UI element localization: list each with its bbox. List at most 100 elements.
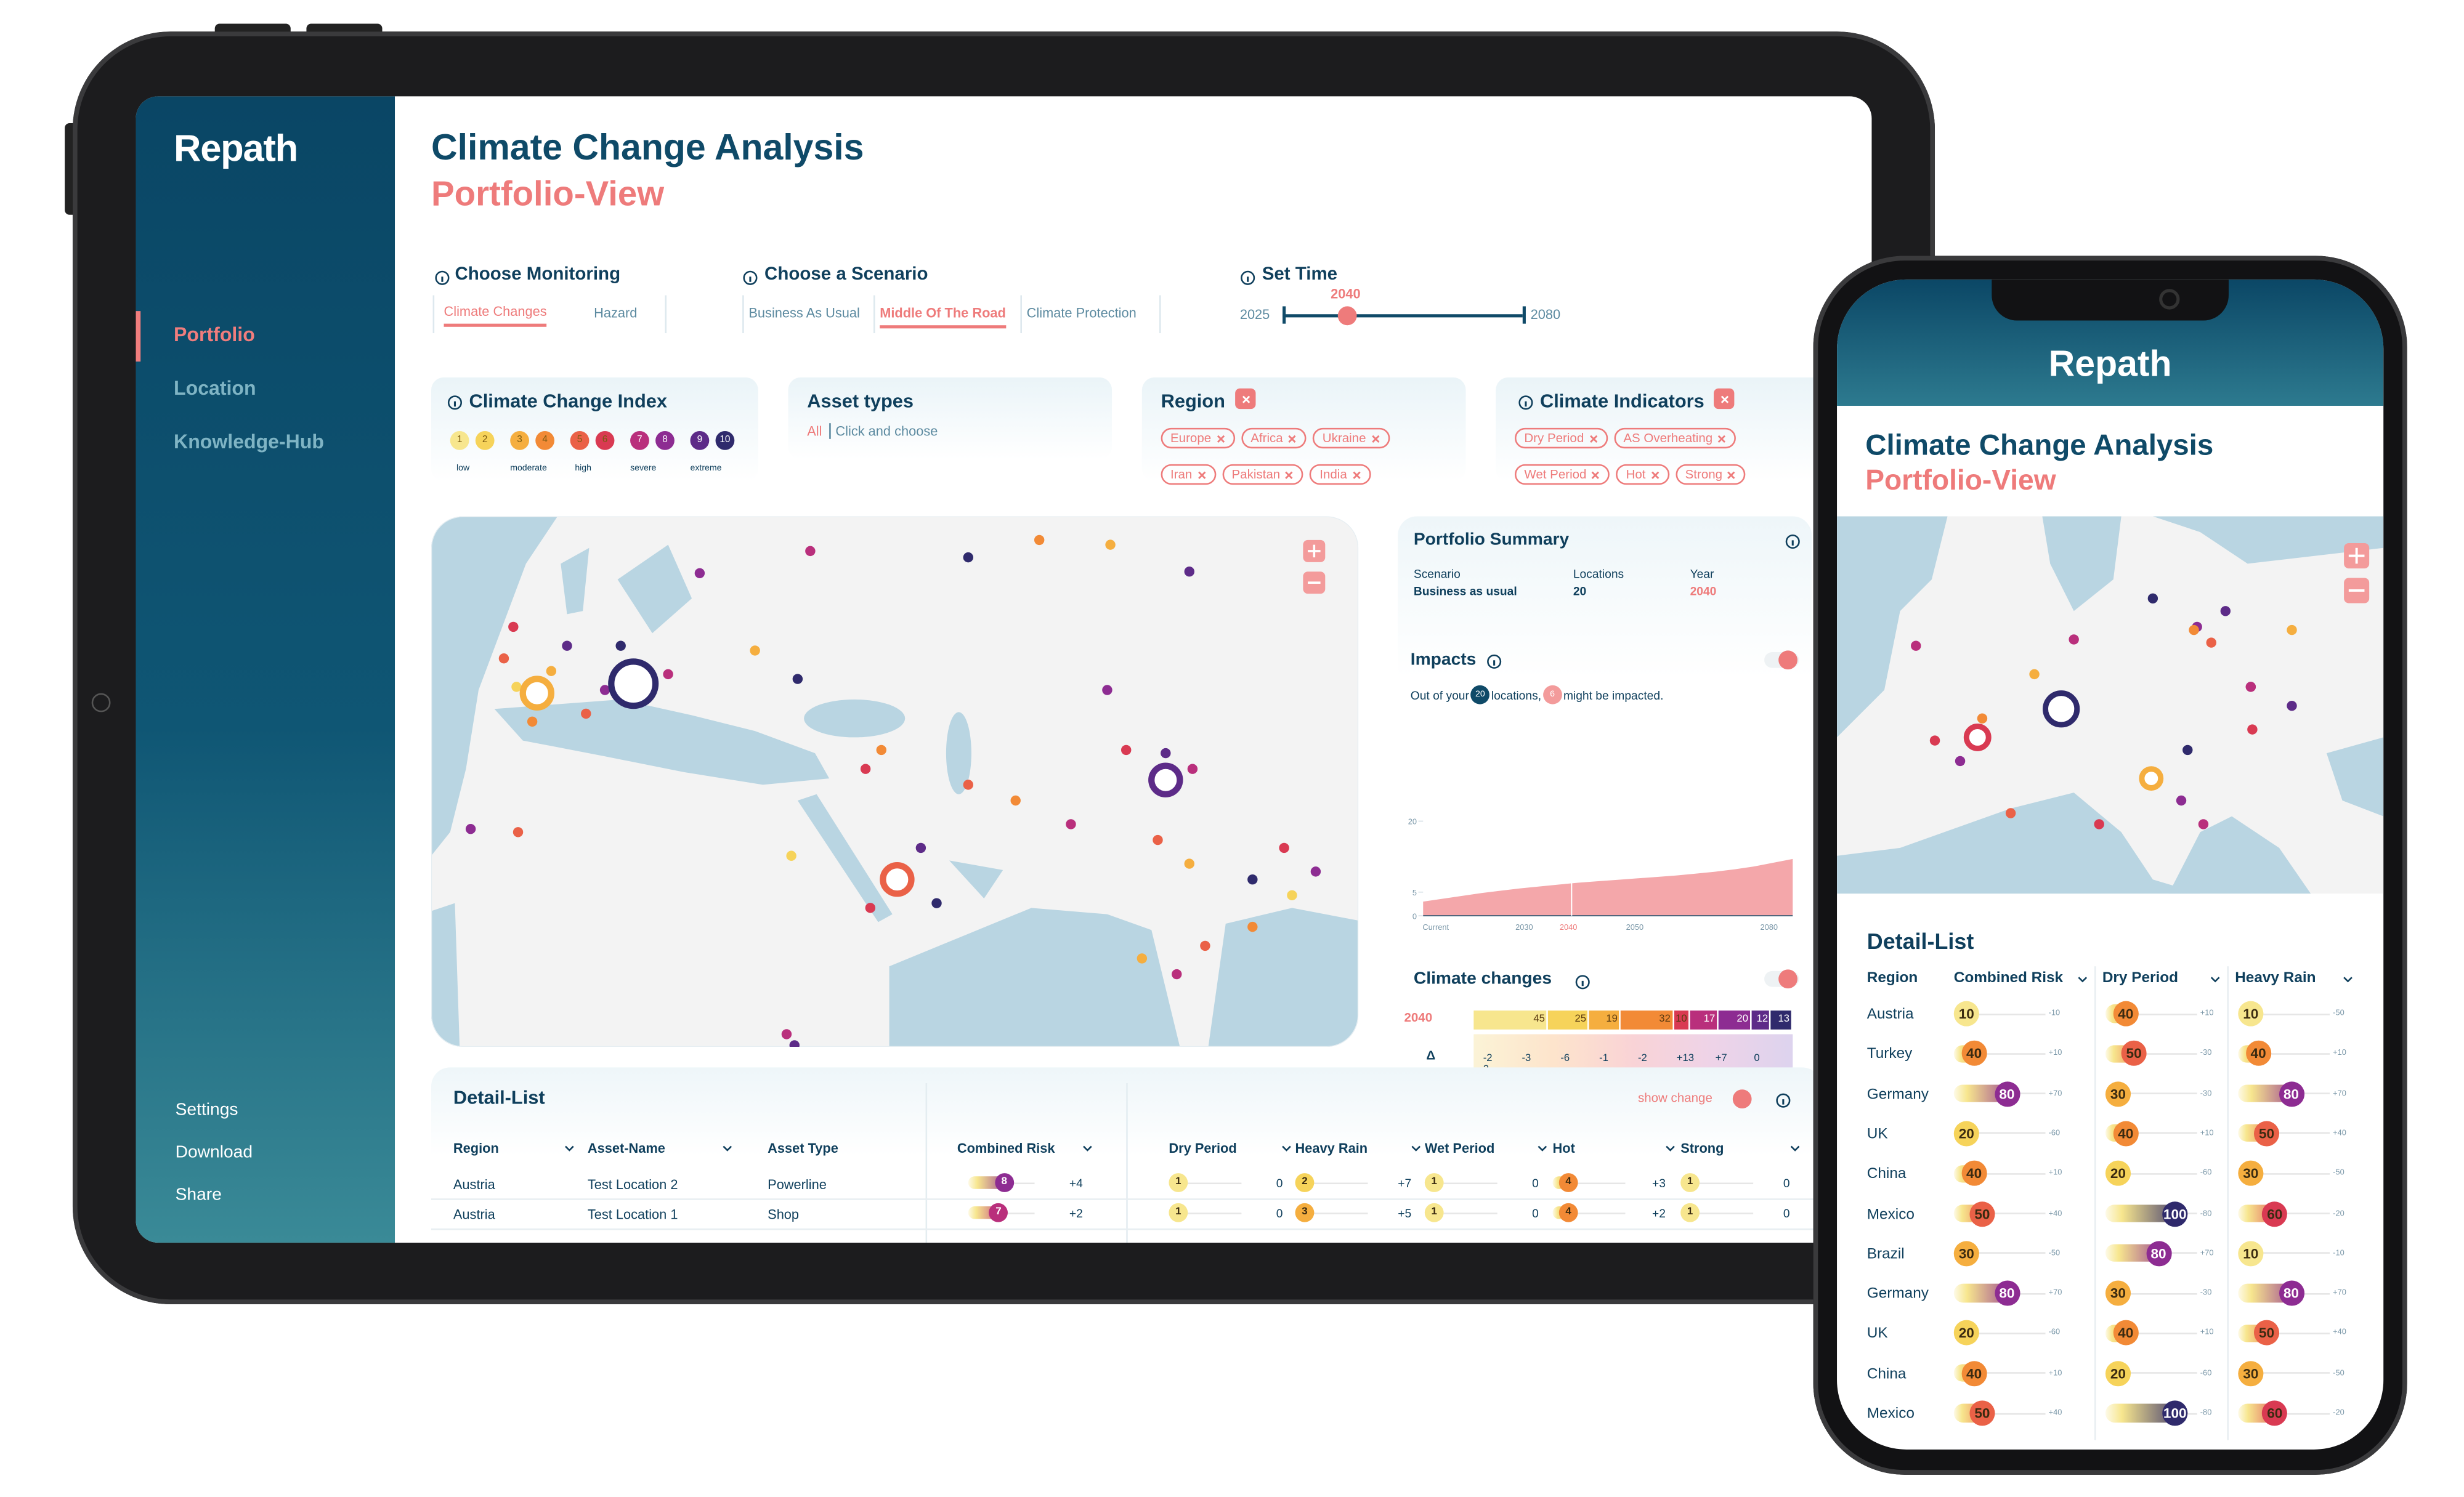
- cell: Shop: [768, 1206, 800, 1222]
- risk-value: 80: [1994, 1280, 2020, 1306]
- info-ring: [1776, 1093, 1791, 1108]
- track: [2019, 1292, 2046, 1294]
- index-level: 6: [595, 430, 615, 450]
- show-change: show change: [1637, 1091, 1712, 1105]
- nav-item[interactable]: Portfolio: [174, 323, 255, 346]
- chevron-path: [1790, 1145, 1800, 1152]
- risk-value: 10: [2238, 1240, 2264, 1266]
- chevron-path: [723, 1145, 732, 1152]
- cell: Austria: [1866, 1006, 1914, 1023]
- chevron-path: [2343, 977, 2353, 983]
- nav-bottom-item[interactable]: Download: [175, 1143, 253, 1163]
- change: 0: [1532, 1176, 1539, 1191]
- map-dot: [876, 744, 886, 756]
- map-dot: [1184, 566, 1194, 577]
- clear-button[interactable]: [1235, 388, 1256, 410]
- filter-tag[interactable]: Hot: [1616, 464, 1669, 485]
- cross: [1720, 395, 1728, 403]
- x-tick-label: 2030: [1515, 922, 1533, 932]
- tag-text: Iran: [1170, 467, 1193, 482]
- track: [1443, 1182, 1497, 1184]
- map-dot: [963, 552, 973, 563]
- change: +7: [1398, 1176, 1412, 1191]
- slider-knob[interactable]: [1338, 306, 1358, 326]
- column-header: Heavy Rain: [2235, 969, 2316, 987]
- change: -50: [2333, 1009, 2344, 1019]
- map-dot: [1287, 890, 1297, 901]
- filter-tag[interactable]: Pakistan: [1222, 464, 1304, 485]
- toggle-knob: [1778, 650, 1797, 670]
- cross: [1728, 471, 1736, 479]
- cell: Mexico: [1866, 1205, 1915, 1223]
- filter-tag[interactable]: Dry Period: [1514, 427, 1608, 449]
- y-tick-label: 5: [1412, 888, 1417, 897]
- map-dot: [465, 823, 476, 834]
- nav-bottom-item[interactable]: Settings: [175, 1100, 238, 1120]
- change: +40: [2333, 1328, 2346, 1338]
- cross: [1286, 471, 1294, 479]
- divider: [1020, 295, 1022, 334]
- filter-tag[interactable]: Africa: [1241, 427, 1307, 449]
- slider-end: [1283, 306, 1285, 324]
- filter-tag[interactable]: Strong: [1676, 464, 1746, 485]
- track: [2279, 1132, 2330, 1135]
- index-level: 5: [570, 430, 590, 450]
- map-dot: [1247, 921, 1258, 932]
- page-subtitle: Portfolio-View: [1865, 464, 2056, 496]
- map-dot: [792, 674, 803, 684]
- water: [2042, 516, 2122, 611]
- filter-tag[interactable]: AS Overheating: [1613, 427, 1737, 449]
- track: [2271, 1052, 2330, 1055]
- map-dot: [511, 682, 522, 692]
- column-header: Heavy Rain: [1295, 1140, 1368, 1156]
- filter-tag[interactable]: Ukraine: [1313, 427, 1390, 449]
- cross: [1217, 435, 1225, 443]
- brand: Repath: [2048, 342, 2172, 384]
- track: [1314, 1211, 1368, 1214]
- chevron: [565, 1145, 574, 1152]
- remove-icon: [1728, 471, 1736, 479]
- cross: [1353, 471, 1361, 479]
- impacts-text: Out of your 20 locations, 6 might be impacte…: [1411, 685, 1663, 704]
- zoom-glyph: [2348, 547, 2365, 564]
- map-dot: [1066, 819, 1076, 829]
- change: +3: [1652, 1176, 1666, 1191]
- nav-item[interactable]: Location: [174, 377, 256, 400]
- water: [804, 699, 906, 738]
- nav-item[interactable]: Knowledge-Hub: [174, 430, 325, 453]
- map-dot: [1121, 744, 1132, 756]
- risk-value: 80: [2146, 1240, 2171, 1266]
- clear-button[interactable]: [1714, 388, 1735, 410]
- info-icon: [447, 395, 462, 410]
- map-dot: [789, 1040, 800, 1047]
- filter-tag[interactable]: Wet Period: [1514, 464, 1610, 485]
- filter-tag[interactable]: Europe: [1161, 427, 1235, 449]
- risk-value: 40: [1961, 1161, 1987, 1187]
- summary-value: 2040: [1690, 584, 1717, 599]
- water: [431, 903, 460, 1047]
- nav-bottom-item[interactable]: Share: [175, 1185, 222, 1205]
- column-header: Strong: [1680, 1140, 1724, 1156]
- info-icon: [1518, 395, 1533, 410]
- asset-card: Asset types All Click and choose: [788, 377, 1112, 460]
- card-title: Asset types: [807, 390, 914, 413]
- change: 0: [1532, 1206, 1539, 1221]
- filter-tag[interactable]: India: [1310, 464, 1371, 485]
- map-dot: [2069, 634, 2079, 645]
- track: [2263, 1253, 2330, 1254]
- filter-tag[interactable]: Iran: [1161, 464, 1216, 485]
- track: [2279, 1332, 2330, 1334]
- water: [431, 516, 558, 856]
- info-ring: [447, 395, 462, 410]
- cluster-ring: [880, 861, 915, 897]
- water: [797, 794, 893, 922]
- track: [1013, 1182, 1035, 1184]
- map-dot: [2182, 744, 2193, 756]
- time-start: 2025: [1239, 306, 1270, 323]
- change: +40: [2333, 1129, 2346, 1139]
- map-dot: [527, 716, 538, 727]
- column-header: Hot: [1552, 1140, 1575, 1156]
- chevron-path: [1282, 1145, 1291, 1152]
- track: [2263, 1372, 2330, 1374]
- map-dot: [750, 645, 760, 656]
